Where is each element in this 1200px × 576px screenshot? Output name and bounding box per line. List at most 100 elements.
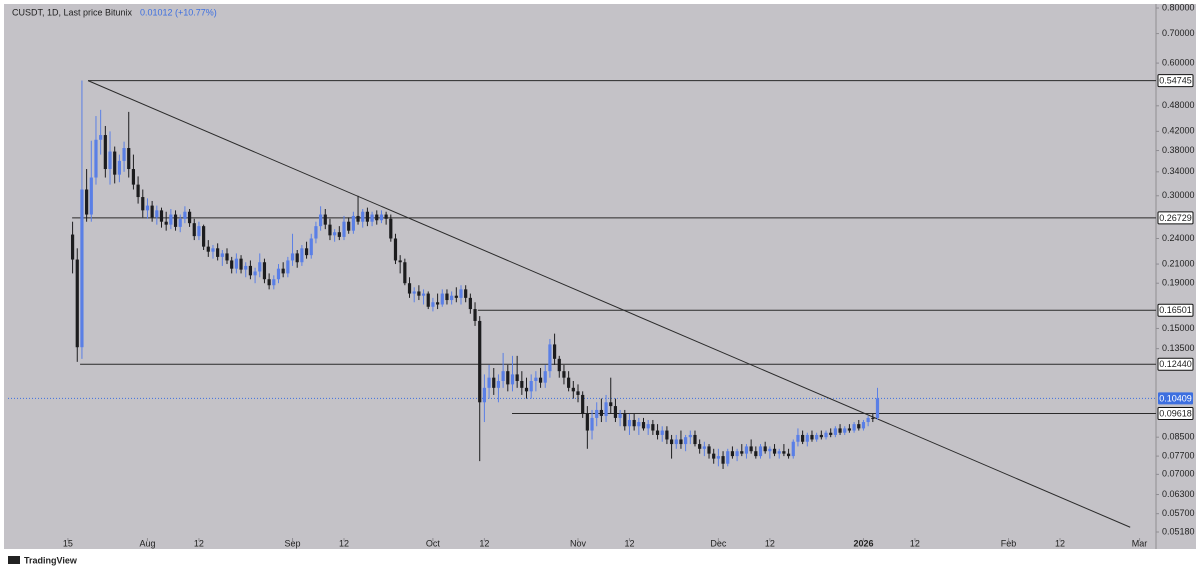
candle-body [721, 456, 725, 464]
footer-brand: TradingView [24, 555, 78, 565]
candle-body [164, 221, 168, 225]
candle-body [506, 371, 510, 385]
candle-body [688, 434, 692, 438]
candle-body [258, 262, 262, 272]
candle-body [496, 380, 501, 388]
candle-body [548, 344, 552, 372]
candle-body [150, 205, 154, 218]
candle-body [145, 205, 150, 211]
candle-body [726, 451, 730, 464]
candle-body [197, 226, 201, 237]
candle-body [211, 248, 215, 252]
y-tick-label: 0.38000 [1162, 145, 1195, 155]
candle-body [103, 135, 107, 170]
candle-body [169, 214, 173, 225]
x-tick-label: 12 [479, 538, 489, 548]
candle-body [786, 453, 791, 457]
candle-body [314, 226, 318, 239]
candle-body [740, 451, 744, 454]
candle-body [272, 279, 276, 286]
x-tick-label: 12 [624, 538, 634, 548]
x-tick-label: 12 [910, 538, 920, 548]
candle-body [618, 413, 622, 418]
candle-body [370, 214, 374, 222]
x-tick-label: 12 [1055, 538, 1065, 548]
candle-body [829, 432, 833, 435]
candle-body [253, 271, 257, 276]
candle-body [763, 446, 767, 452]
y-tick-label: 0.05700 [1162, 508, 1195, 518]
level-label: 0.54745 [1159, 76, 1192, 86]
candle-body [861, 422, 866, 429]
candle-body [735, 451, 739, 457]
candle-body [281, 268, 285, 274]
candle-body [571, 387, 575, 392]
candle-body [758, 446, 763, 457]
candle-body [333, 232, 337, 236]
candle-body [772, 448, 777, 454]
candle-body [487, 377, 491, 388]
candle-body [225, 253, 229, 261]
candle-body [187, 211, 192, 224]
level-label: 0.09618 [1159, 408, 1192, 418]
trendline [87, 80, 1131, 528]
candle-body [239, 258, 243, 270]
x-tick-label: 12 [765, 538, 775, 548]
candle-body [609, 402, 613, 407]
candle-body [660, 430, 664, 435]
level-label-box [1157, 74, 1194, 88]
level-label-box [1157, 211, 1194, 225]
candle-body [581, 394, 585, 414]
candle-body [599, 409, 603, 416]
candle-body [468, 297, 472, 310]
candle-body [857, 424, 861, 429]
candle-body [646, 424, 650, 429]
x-tick-label: Oct [426, 538, 441, 548]
candle-body [768, 448, 772, 452]
candle-body [478, 320, 482, 403]
candle-body [361, 211, 365, 222]
candle-body [562, 371, 566, 378]
candle-body [421, 293, 426, 296]
last-price-box [1158, 392, 1193, 405]
candle-body [590, 417, 594, 431]
candle-body [716, 456, 720, 459]
candle-body [801, 434, 805, 442]
level-label-box [1157, 303, 1194, 317]
candle-body [155, 210, 159, 218]
x-tick-label: Sep [285, 538, 301, 548]
y-tick-label: 0.30000 [1162, 190, 1195, 200]
candle-body [847, 428, 852, 431]
candle-body [552, 344, 557, 359]
candle-body [319, 214, 323, 227]
candle-body [141, 197, 145, 211]
candle-body [585, 413, 589, 431]
candle-body [403, 262, 407, 284]
candle-body [655, 430, 660, 435]
x-tick-label: Dec [710, 538, 727, 548]
x-tick-label: Aug [139, 538, 155, 548]
candle-body [234, 258, 238, 269]
x-tick-label: Mar [1132, 538, 1148, 548]
candle-body [459, 289, 463, 298]
x-tick-label: 12 [339, 538, 349, 548]
candle-body [796, 434, 800, 442]
candle-body [510, 374, 515, 385]
candle-body [262, 262, 267, 280]
y-tick-label: 0.07000 [1162, 469, 1195, 479]
candle-body [347, 221, 351, 231]
candle-body [613, 406, 618, 418]
candle-body [520, 380, 524, 388]
candle-body [244, 265, 248, 270]
y-tick-label: 0.06300 [1162, 489, 1195, 499]
candle-body [595, 409, 599, 418]
candle-body [473, 309, 477, 321]
candle-body [389, 218, 393, 239]
candle-body [450, 295, 454, 301]
y-tick-label: 0.80000 [1162, 2, 1195, 12]
y-tick-label: 0.05180 [1162, 526, 1195, 536]
candle-body [426, 293, 430, 307]
candle-body [70, 234, 75, 260]
candle-body [304, 248, 309, 256]
